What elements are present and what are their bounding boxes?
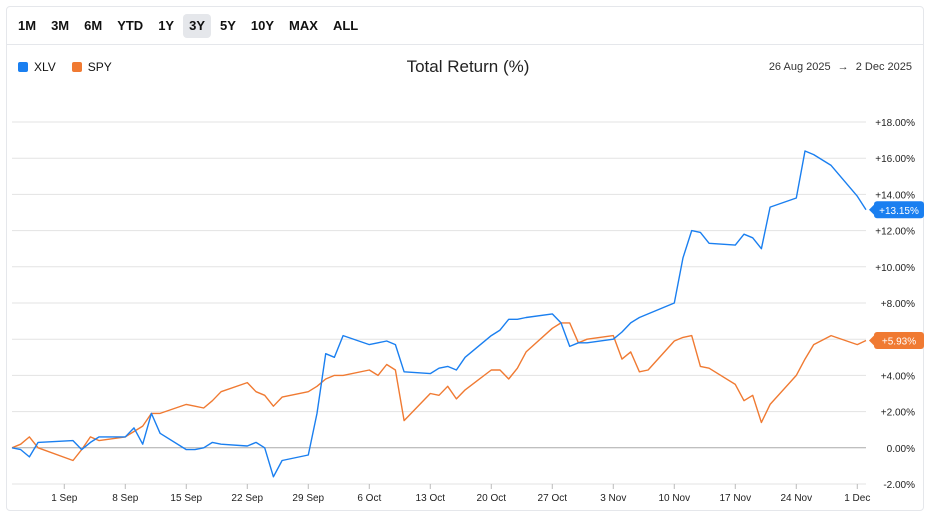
range-button-1y[interactable]: 1Y xyxy=(158,18,175,33)
range-button-all[interactable]: ALL xyxy=(332,18,359,33)
x-tick-label: 17 Nov xyxy=(719,493,751,504)
x-tick-label: 15 Sep xyxy=(170,493,202,504)
badge-pointer-xlv xyxy=(869,204,874,215)
range-button-max[interactable]: MAX xyxy=(289,18,318,33)
x-tick-label: 29 Sep xyxy=(292,493,324,504)
end-value-label-xlv: +13.15% xyxy=(879,206,919,217)
y-tick-label: +14.00% xyxy=(875,190,915,201)
x-tick-label: 13 Oct xyxy=(416,493,446,504)
range-button-5y[interactable]: 5Y xyxy=(220,18,236,33)
range-button-3y[interactable]: 3Y xyxy=(183,14,211,38)
range-button-3m[interactable]: 3M xyxy=(51,18,70,33)
x-tick-label: 8 Sep xyxy=(112,493,139,504)
legend-label-spy: SPY xyxy=(87,60,112,74)
x-tick-label: 22 Sep xyxy=(231,493,263,504)
chart-title: Total Return (%) xyxy=(406,57,530,76)
y-tick-label: +8.00% xyxy=(881,299,915,310)
y-tick-label: +16.00% xyxy=(875,154,915,165)
y-tick-label: +18.00% xyxy=(875,118,915,129)
x-tick-label: 1 Dec xyxy=(844,493,870,504)
date-range: 26 Aug 2025 → 2 Dec 2025 xyxy=(769,61,912,73)
y-tick-label: -2.00% xyxy=(883,480,915,491)
arrow-icon: → xyxy=(837,61,849,73)
legend-swatch-xlv xyxy=(18,62,28,72)
x-tick-label: 27 Oct xyxy=(538,493,568,504)
legend-swatch-spy xyxy=(71,62,82,72)
x-tick-label: 1 Sep xyxy=(51,493,78,504)
x-tick-label: 3 Nov xyxy=(600,493,626,504)
series-line-xlv xyxy=(11,150,867,478)
end-value-badge-spy xyxy=(874,331,924,349)
x-tick-label: 20 Oct xyxy=(477,493,507,504)
chart-legend: XLV SPY xyxy=(18,60,112,74)
range-button-10y[interactable]: 10Y xyxy=(250,18,275,33)
end-value-badge-xlv xyxy=(874,201,924,219)
legend-item-xlv[interactable]: XLV xyxy=(18,60,56,74)
y-tick-label: +2.00% xyxy=(881,408,915,419)
range-selector: 1M 3M 6M YTD 1Y 3Y 5Y 10Y MAX ALL xyxy=(12,14,367,38)
range-button-1m[interactable]: 1M xyxy=(18,18,37,33)
y-tick-label: +4.00% xyxy=(881,371,915,382)
y-tick-label: 0.00% xyxy=(887,444,915,455)
date-end: 2 Dec 2025 xyxy=(855,61,912,73)
badge-pointer-spy xyxy=(869,335,874,346)
range-button-6m[interactable]: 6M xyxy=(84,18,103,33)
x-tick-label: 10 Nov xyxy=(658,493,690,504)
end-value-label-spy: +5.93% xyxy=(882,336,916,347)
y-tick-label: +12.00% xyxy=(875,227,915,238)
x-tick-label: 24 Nov xyxy=(780,493,812,504)
date-start: 26 Aug 2025 xyxy=(768,61,831,73)
series-line-spy xyxy=(11,322,867,462)
x-tick-label: 6 Oct xyxy=(357,493,381,504)
legend-item-spy[interactable]: SPY xyxy=(71,60,112,74)
range-button-ytd[interactable]: YTD xyxy=(117,18,144,33)
y-tick-label: +10.00% xyxy=(875,263,915,274)
header-divider xyxy=(7,44,923,45)
legend-label-xlv: XLV xyxy=(34,60,56,74)
chart-panel xyxy=(6,6,924,511)
